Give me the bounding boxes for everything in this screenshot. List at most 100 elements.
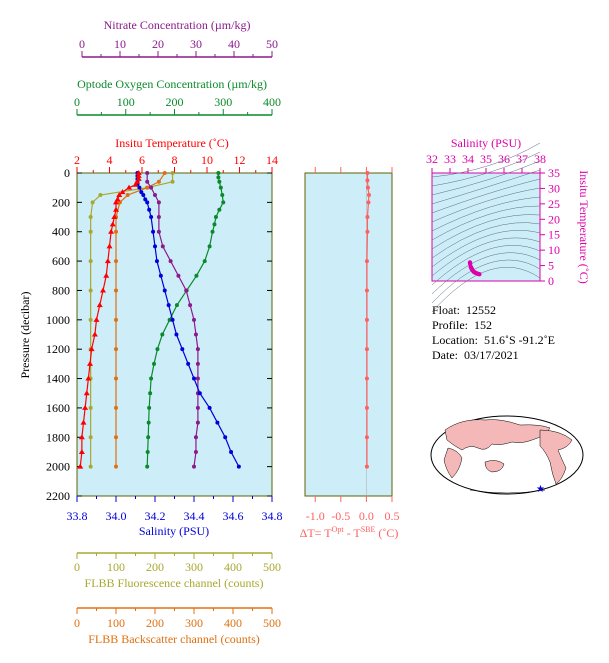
pressure-tick-label: 600 — [52, 254, 70, 268]
salinity-tick-label: 34.2 — [145, 509, 166, 523]
fluorescence-axis-title: FLBB Fluorescence channel (counts) — [85, 576, 264, 590]
delta-t-point — [364, 347, 369, 352]
oxygen-point — [221, 200, 226, 205]
temperature-point — [100, 287, 106, 293]
oxygen-point — [210, 229, 215, 234]
oxygen-point — [145, 464, 150, 469]
backscatter-tick-label: 300 — [185, 616, 203, 630]
fluorescence-point — [170, 179, 175, 184]
fluorescence-point — [88, 288, 93, 293]
temperature-axis-title: Insitu Temperature (˚C) — [115, 136, 229, 150]
pressure-tick-label: 1600 — [46, 401, 70, 415]
ts-y-tick-label: 20 — [548, 212, 560, 226]
backscatter-point — [162, 171, 167, 175]
backscatter-tick-label: 400 — [224, 616, 242, 630]
ts-density-contour — [431, 230, 541, 268]
oxygen-point — [213, 215, 218, 220]
backscatter-point — [125, 193, 130, 198]
ts-x-tick-label: 35 — [480, 152, 492, 166]
nitrate-ticks: 0 10 20 30 40 50 — [79, 37, 278, 58]
float-location-marker: ★ — [536, 484, 545, 495]
temperature-tick-label: 4 — [107, 153, 113, 167]
oxygen-point — [145, 449, 150, 454]
salinity-tick-label: 34.6 — [223, 509, 244, 523]
ts-y-tick-label: 15 — [548, 228, 560, 242]
ts-y-tick-label: 0 — [548, 274, 554, 288]
salinity-tick-label: 33.8 — [67, 509, 88, 523]
nitrate-point — [156, 200, 161, 205]
ts-density-contour — [431, 205, 541, 241]
backscatter-point — [114, 229, 118, 234]
backscatter-tick-label: 200 — [146, 616, 164, 630]
delta-t-tick-label: -0.5 — [331, 509, 350, 523]
temperature-point — [126, 184, 132, 190]
ts-density-contour — [431, 237, 541, 277]
delta-t-point — [364, 317, 369, 322]
salinity-point — [154, 259, 159, 264]
delta-t-axis-title: ΔT= TOpt - TSBE (˚C) — [300, 525, 399, 540]
nitrate-axis: Nitrate Concentration (µm/kg) 0 10 20 30 40 5… — [79, 18, 278, 58]
temperature-tick-label: 2 — [74, 153, 80, 167]
fluorescence-point — [88, 435, 93, 440]
oxygen-point — [202, 259, 207, 264]
info-date: Date: 03/17/2021 — [432, 348, 519, 362]
backscatter-tick-label: 100 — [107, 616, 125, 630]
fluorescence-point — [88, 317, 93, 322]
ts-series — [467, 260, 482, 277]
oxygen-point — [220, 193, 225, 198]
ts-x-tick-label: 33 — [444, 152, 456, 166]
ts-density-contour — [431, 169, 541, 205]
salinity-point — [186, 361, 191, 366]
salinity-axis: 33.8 34.0 34.2 34.4 34.6 34.8 Salinity (PSU) — [67, 496, 283, 538]
salinity-point — [236, 464, 241, 469]
delta-t-tick-label: -1.0 — [306, 509, 325, 523]
nitrate-point — [188, 303, 193, 308]
pressure-tick-label: 1800 — [46, 430, 70, 444]
info-float: Float: 12552 — [432, 303, 497, 317]
temperature-point — [83, 390, 90, 396]
temperature-point — [113, 206, 119, 212]
nitrate-point — [153, 193, 157, 198]
pressure-tick-label: 0 — [64, 166, 70, 180]
salinity-point — [141, 193, 146, 198]
ts-y-tick-label: 35 — [548, 166, 560, 180]
ts-y-tick-label: 30 — [548, 181, 560, 195]
nitrate-point — [168, 259, 173, 264]
temperature-point — [103, 272, 110, 278]
nitrate-tick-label: 20 — [152, 37, 164, 51]
pressure-tick-label: 2000 — [46, 460, 70, 474]
nitrate-tick-label: 0 — [79, 37, 85, 51]
backscatter-point — [114, 464, 118, 469]
oxygen-point — [218, 185, 223, 190]
pressure-tick-label: 1200 — [46, 342, 70, 356]
nitrate-point — [192, 317, 196, 322]
temperature-point — [132, 181, 139, 187]
pressure-tick-label: 200 — [52, 195, 70, 209]
temperature-point — [119, 189, 126, 195]
salinity-ticks: 33.8 34.0 34.2 34.4 34.6 34.8 — [67, 496, 283, 523]
map-land-australia — [484, 460, 505, 473]
temperature-point — [135, 172, 142, 178]
fluorescence-point — [170, 171, 175, 175]
salinity-point — [162, 288, 167, 293]
delta-t-point — [364, 376, 369, 381]
delta-t-point — [366, 200, 371, 205]
delta-t-axis: -1.0 -0.5 0.0 0.5 — [306, 167, 400, 523]
pressure-tick-label: 400 — [52, 225, 70, 239]
ts-density-contour — [431, 178, 541, 214]
nitrate-point — [145, 179, 150, 184]
nitrate-tick-label: 50 — [266, 37, 278, 51]
ts-density-contour — [431, 222, 541, 259]
nitrate-point — [195, 361, 200, 366]
temperature-tick-label: 6 — [139, 153, 145, 167]
salinity-point — [215, 420, 220, 425]
pressure-tick-label: 1000 — [46, 313, 70, 327]
info-location: Location: 51.6˚S -91.2˚E — [432, 333, 555, 347]
delta-t-point — [364, 464, 369, 469]
ts-x-tick-label: 32 — [426, 152, 438, 166]
ts-y-tick-label: 5 — [548, 259, 554, 273]
temperature-point — [104, 258, 111, 264]
fluorescence-point — [88, 259, 93, 264]
